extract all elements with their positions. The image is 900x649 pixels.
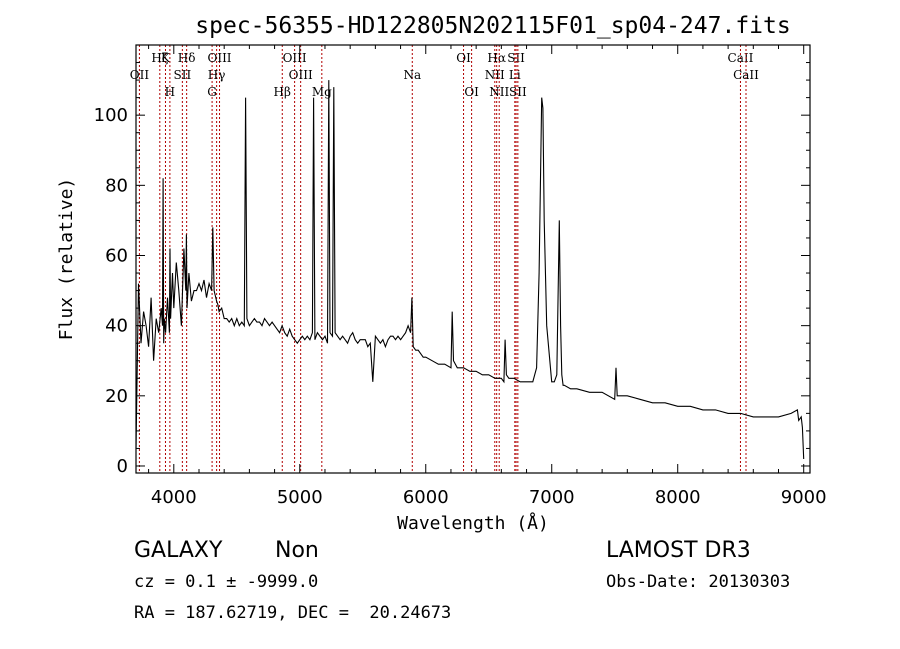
x-axis-label: Wavelength (Å): [397, 512, 549, 534]
x-tick-label: 5000: [277, 487, 323, 508]
chart-title: spec-56355-HD122805N202115F01_sp04-247.f…: [195, 13, 790, 39]
obs-date-line: Obs-Date: 20130303: [606, 572, 791, 592]
line-marker-label: OI: [456, 51, 471, 65]
line-marker-label: Mg: [312, 85, 332, 99]
line-marker-label: CaII: [733, 68, 759, 82]
line-marker-label: NII: [485, 68, 505, 82]
y-tick-label: 60: [105, 245, 128, 266]
x-tick-label: 7000: [529, 487, 575, 508]
y-tick-label: 20: [105, 386, 128, 407]
line-marker-label: NII: [489, 85, 509, 99]
line-marker-label: SII: [174, 68, 192, 82]
x-tick-label: 9000: [781, 487, 827, 508]
line-marker-label: Hδ: [178, 51, 196, 65]
line-marker-label: Hζ: [151, 51, 168, 65]
class-label: GALAXY: [134, 538, 223, 563]
line-marker-label: OIII: [207, 51, 231, 65]
line-marker-label: Hβ: [274, 85, 291, 99]
y-axis-label: Flux (relative): [56, 178, 77, 341]
line-marker-label: OII: [130, 68, 150, 82]
line-marker-label: OIII: [283, 51, 307, 65]
line-marker-label: OIII: [289, 68, 313, 82]
line-marker-label: Na: [403, 68, 421, 82]
line-marker-label: OI: [464, 85, 479, 99]
line-marker-label: H: [165, 85, 175, 99]
line-marker-label: K: [161, 51, 171, 65]
y-tick-label: 40: [105, 316, 128, 337]
line-marker-label: Hγ: [208, 68, 226, 82]
x-tick-label: 4000: [151, 487, 197, 508]
y-tick-label: 0: [117, 456, 128, 477]
coords-line: RA = 187.62719, DEC = 20.24673: [134, 603, 452, 623]
y-tick-label: 80: [105, 175, 128, 196]
line-marker-label: CaII: [728, 51, 754, 65]
y-tick-label: 100: [94, 105, 128, 126]
line-marker-label: Hα: [487, 51, 506, 65]
line-marker-label: SII: [509, 85, 527, 99]
line-marker-label: SII: [507, 51, 525, 65]
plot-frame: [135, 44, 811, 474]
x-tick-label: 8000: [655, 487, 701, 508]
line-marker-label: Li: [509, 68, 521, 82]
spectrum-series: [135, 80, 805, 460]
cz-line: cz = 0.1 ± -9999.0: [134, 572, 319, 592]
line-marker-label: G: [207, 85, 217, 99]
x-tick-label: 6000: [403, 487, 449, 508]
subclass-label: Non: [275, 538, 319, 563]
survey-label: LAMOST DR3: [606, 538, 751, 563]
